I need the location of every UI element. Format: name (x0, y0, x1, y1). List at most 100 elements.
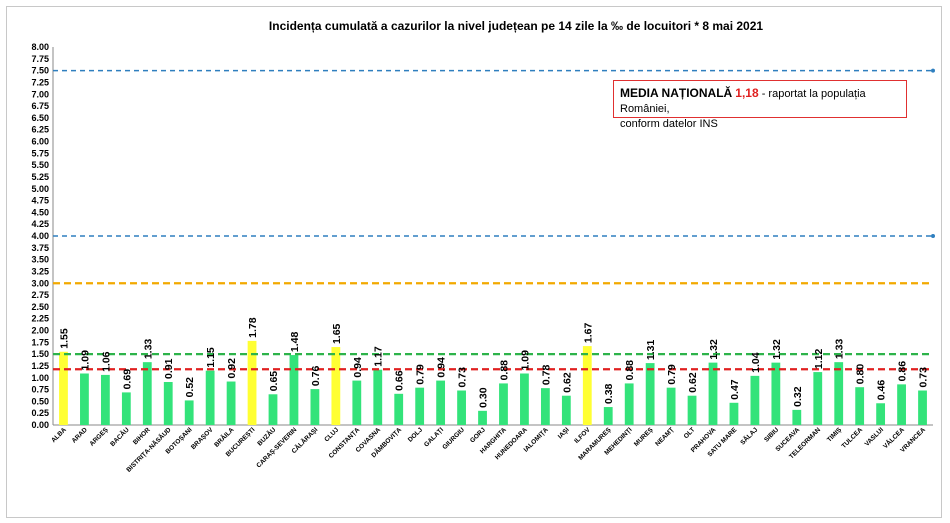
y-tick-label: 6.25 (31, 125, 49, 135)
category-label: OLT (683, 426, 697, 440)
value-label: 0.32 (792, 386, 804, 407)
bar (624, 383, 634, 425)
value-label: 0.94 (436, 357, 448, 378)
bar (708, 362, 718, 425)
value-label: 0.38 (603, 383, 615, 404)
bar (352, 380, 362, 425)
y-tick-label: 3.75 (31, 243, 49, 253)
value-label: 1.15 (205, 347, 217, 368)
y-tick-label: 1.25 (31, 361, 49, 371)
y-tick-label: 4.00 (31, 231, 49, 241)
y-tick-label: 5.50 (31, 160, 49, 170)
value-label: 0.78 (540, 365, 552, 386)
legend-label: MEDIA NAȚIONALĂ (620, 86, 733, 100)
bar (289, 355, 299, 425)
bar (666, 387, 676, 425)
value-label: 0.79 (415, 364, 427, 385)
category-label: GIURGIU (441, 426, 466, 451)
value-label: 1.09 (519, 350, 531, 371)
value-label: 0.69 (121, 369, 133, 390)
bar (163, 382, 173, 425)
bar (729, 402, 739, 425)
y-tick-label: 8.00 (31, 42, 49, 52)
bar (394, 393, 404, 425)
bar (331, 347, 341, 425)
y-tick-label: 1.50 (31, 349, 49, 359)
bar (813, 372, 823, 425)
y-tick-label: 5.00 (31, 184, 49, 194)
bar (771, 362, 781, 425)
value-label: 1.78 (247, 317, 259, 338)
value-label: 1.55 (58, 328, 70, 349)
bar (59, 351, 68, 425)
bar (603, 407, 613, 425)
category-label: ALBA (50, 426, 68, 444)
category-label: BIHOR (132, 426, 152, 446)
category-label: MUREȘ (633, 426, 655, 448)
y-tick-label: 5.75 (31, 148, 49, 158)
bar (918, 390, 927, 425)
value-label: 0.76 (310, 365, 322, 386)
y-tick-label: 4.50 (31, 207, 49, 217)
value-label: 0.52 (184, 377, 196, 398)
legend-value: 1,18 (735, 86, 759, 100)
category-label: BACĂU (108, 425, 131, 448)
value-label: 1.31 (645, 340, 657, 361)
value-label: 0.80 (855, 364, 867, 385)
y-tick-label: 0.50 (31, 396, 49, 406)
value-label: 1.48 (289, 331, 301, 352)
y-tick-label: 3.25 (31, 266, 49, 276)
bar (121, 392, 131, 425)
reference-line-end (931, 68, 935, 73)
y-tick-label: 0.00 (31, 420, 49, 430)
category-label: CLUJ (323, 426, 340, 443)
bar (582, 346, 592, 425)
y-tick-label: 4.75 (31, 196, 49, 206)
value-label: 0.91 (163, 358, 175, 379)
category-label: NEAMȚ (654, 426, 675, 447)
y-tick-label: 6.00 (31, 137, 49, 147)
value-label: 0.62 (687, 372, 699, 393)
bar (100, 374, 110, 425)
bar (373, 369, 383, 425)
category-label: DOLJ (407, 426, 424, 443)
value-label: 0.86 (897, 361, 909, 382)
bar (415, 387, 425, 425)
y-tick-label: 7.00 (31, 89, 49, 99)
y-tick-label: 6.75 (31, 101, 49, 111)
value-label: 1.32 (708, 339, 720, 360)
bar (268, 394, 278, 425)
value-label: 1.12 (813, 348, 825, 369)
value-label: 1.09 (79, 350, 91, 371)
y-tick-label: 5.25 (31, 172, 49, 182)
bar (561, 395, 571, 425)
bar (226, 381, 236, 425)
value-label: 1.32 (771, 339, 783, 360)
y-tick-label: 3.00 (31, 278, 49, 288)
value-label: 0.94 (352, 357, 364, 378)
bar (205, 370, 215, 425)
category-label: ARGEȘ (88, 426, 110, 448)
bar (436, 380, 446, 425)
chart-frame (6, 6, 942, 518)
value-label: 0.66 (394, 370, 406, 391)
value-label: 0.73 (918, 367, 930, 388)
value-label: 0.88 (624, 360, 636, 381)
value-label: 0.30 (478, 387, 490, 408)
y-tick-label: 2.50 (31, 302, 49, 312)
category-label: SĂLAJ (738, 425, 760, 447)
legend-text-1: - raportat la populația României, (620, 88, 866, 115)
y-tick-label: 7.25 (31, 77, 49, 87)
chart-title: Incidența cumulată a cazurilor la nivel … (269, 19, 764, 33)
y-tick-label: 1.00 (31, 373, 49, 383)
category-label: IAȘI (557, 426, 571, 440)
bar (897, 384, 906, 425)
bar (499, 383, 508, 425)
bar (520, 373, 529, 425)
value-label: 0.47 (729, 379, 741, 400)
bar (247, 340, 257, 425)
bar (310, 389, 320, 425)
value-label: 0.92 (226, 358, 238, 379)
value-label: 1.67 (582, 322, 594, 343)
value-label: 0.79 (666, 364, 678, 385)
